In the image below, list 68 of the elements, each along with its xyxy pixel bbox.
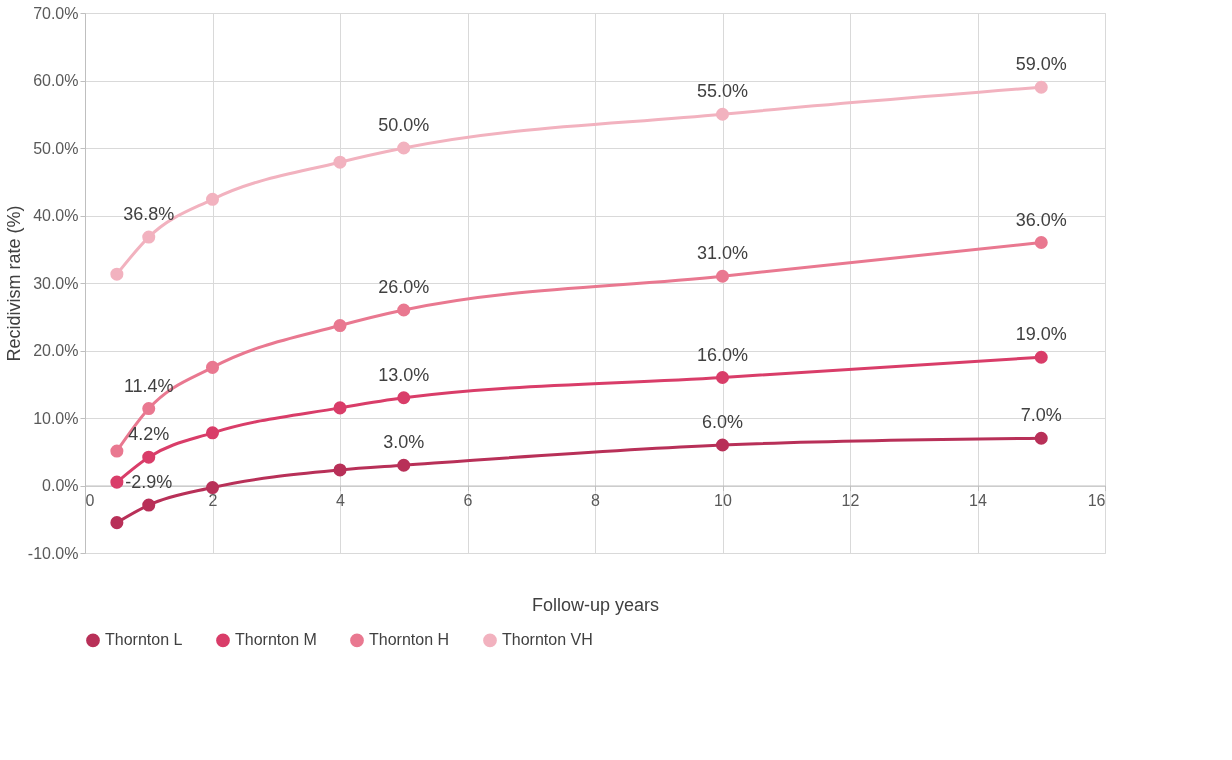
x-tick-label: 10 — [714, 492, 732, 509]
point — [142, 402, 156, 416]
data-label: 19.0% — [1015, 324, 1067, 345]
x-tick-label: 4 — [336, 492, 346, 509]
point — [110, 444, 124, 458]
data-label: 7.0% — [1020, 405, 1062, 426]
data-label: 50.0% — [378, 115, 430, 135]
data-label: 16.0% — [696, 344, 749, 365]
x-tick-label: 14 — [969, 492, 987, 509]
point — [205, 481, 220, 495]
x-tick-label: 8 — [591, 492, 601, 509]
point — [397, 303, 411, 317]
point — [110, 475, 124, 489]
data-label: 59.0% — [1015, 54, 1067, 75]
point — [397, 458, 411, 472]
point — [715, 107, 730, 121]
point — [1034, 350, 1048, 364]
data-label: 31.0% — [696, 243, 749, 264]
y-tick-label: 10.0% — [33, 409, 79, 427]
point — [1034, 235, 1048, 250]
point — [333, 319, 347, 333]
point — [205, 192, 220, 206]
x-axis-title: Follow-up years — [531, 594, 660, 615]
x-tick-label: 12 — [841, 492, 860, 509]
y-tick-label: 20.0% — [33, 342, 79, 359]
data-label: 4.2% — [128, 424, 170, 445]
point — [397, 391, 411, 405]
point — [715, 438, 730, 452]
data-label: 11.4% — [123, 375, 174, 396]
point — [142, 450, 156, 464]
y-tick-label: 60.0% — [33, 72, 79, 89]
data-label: 13.0% — [378, 364, 430, 385]
data-label: 3.0% — [383, 432, 425, 453]
legend-label: Thornton H — [369, 631, 450, 649]
point — [715, 370, 730, 385]
data-label: 36.8% — [123, 204, 175, 225]
point — [715, 269, 730, 283]
y-tick-label: 50.0% — [33, 139, 79, 157]
x-tick-label: 6 — [463, 492, 473, 509]
data-label: 26.0% — [378, 277, 430, 297]
point — [142, 230, 156, 244]
point — [205, 426, 220, 440]
point — [205, 360, 220, 374]
legend-label: Thornton L — [105, 631, 183, 649]
data-label: -2.9% — [125, 472, 173, 493]
data-label: 55.0% — [696, 81, 749, 102]
data-label: 6.0% — [701, 412, 744, 432]
y-tick-label: 40.0% — [33, 207, 79, 224]
point — [1034, 80, 1048, 94]
point — [110, 267, 124, 281]
y-tick-label: 70.0% — [33, 4, 79, 22]
legend-label: Thornton VH — [502, 631, 593, 649]
point — [333, 463, 347, 477]
point — [1034, 431, 1048, 445]
legend-label: Thornton M — [235, 631, 317, 649]
x-tick-label: 16 — [1087, 492, 1106, 509]
x-tick-label: 0 — [85, 492, 95, 509]
point — [142, 498, 156, 512]
point — [397, 141, 411, 155]
y-tick-label: 0.0% — [42, 477, 79, 494]
point — [333, 155, 347, 169]
point — [333, 401, 347, 415]
y-tick-label: -10.0% — [27, 544, 79, 562]
x-tick-label: 2 — [208, 492, 218, 509]
y-tick-label: 30.0% — [33, 274, 79, 292]
data-label: 36.0% — [1015, 209, 1067, 230]
point — [110, 516, 124, 530]
y-axis-title: Recidivism rate (%) — [3, 205, 24, 362]
